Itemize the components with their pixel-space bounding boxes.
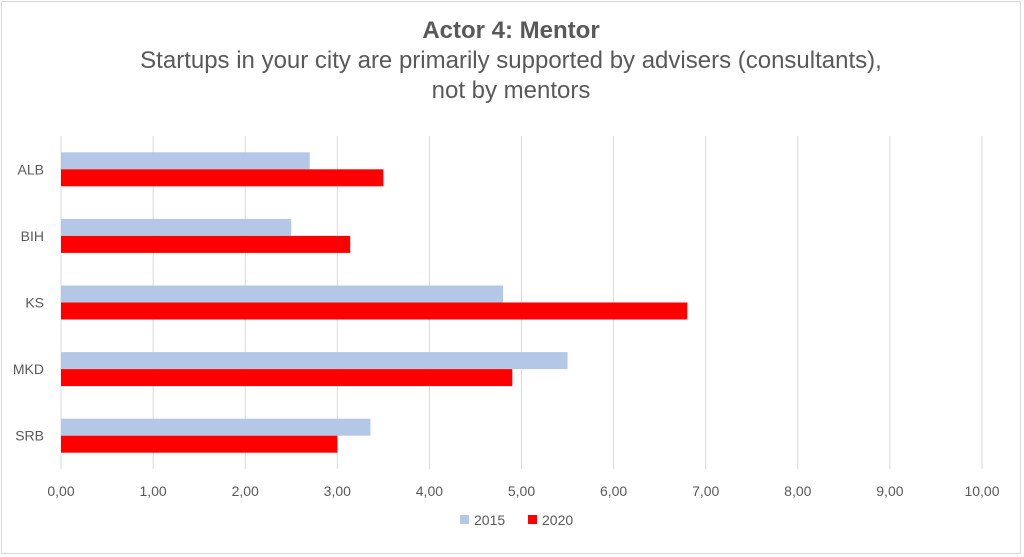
- bar-2015-srb: [61, 418, 371, 436]
- x-tick-label: 1,00: [139, 483, 166, 499]
- x-tick-label: 6,00: [600, 483, 627, 499]
- y-category-label: KS: [25, 295, 44, 311]
- y-category-label: ALB: [18, 161, 44, 177]
- y-category-label: MKD: [13, 361, 44, 377]
- legend-label-2015: 2015: [474, 512, 505, 528]
- x-tick-label: 9,00: [876, 483, 903, 499]
- legend-swatch-2015: [460, 515, 469, 524]
- bars: [61, 152, 688, 453]
- bar-2020-alb: [61, 169, 384, 187]
- x-axis-labels: 0,00 1,00 2,00 3,00 4,00 5,00 6,00 7,00 8,00 9,00…: [47, 483, 999, 499]
- legend-label-2020: 2020: [542, 512, 573, 528]
- bar-2015-alb: [61, 152, 310, 170]
- x-tick-label: 0,00: [47, 483, 74, 499]
- chart-subtitle-line-1: Startups in your city are primarily supp…: [140, 47, 882, 74]
- chart-title: Actor 4: Mentor: [422, 17, 600, 44]
- x-tick-label: 5,00: [508, 483, 535, 499]
- bar-2020-srb: [61, 435, 338, 453]
- bar-2020-bih: [61, 235, 351, 253]
- y-category-label: BIH: [21, 228, 44, 244]
- legend-swatch-2020: [528, 515, 537, 524]
- bar-2020-mkd: [61, 369, 513, 387]
- bar-2015-bih: [61, 218, 292, 236]
- bar-2015-mkd: [61, 352, 568, 370]
- y-category-label: SRB: [15, 428, 44, 444]
- x-tick-label: 2,00: [232, 483, 259, 499]
- bar-2020-ks: [61, 302, 688, 320]
- x-tick-label: 8,00: [784, 483, 811, 499]
- title-block: Actor 4: Mentor Startups in your city ar…: [0, 16, 1022, 106]
- bar-2015-ks: [61, 285, 504, 303]
- legend: 2015 2020: [460, 512, 573, 528]
- x-tick-label: 4,00: [416, 483, 443, 499]
- chart-subtitle-line-2: not by mentors: [431, 77, 591, 104]
- y-axis-labels: ALB BIH KS MKD SRB: [13, 161, 44, 443]
- x-tick-label: 3,00: [324, 483, 351, 499]
- x-tick-label: 10,00: [964, 483, 999, 499]
- x-tick-label: 7,00: [692, 483, 719, 499]
